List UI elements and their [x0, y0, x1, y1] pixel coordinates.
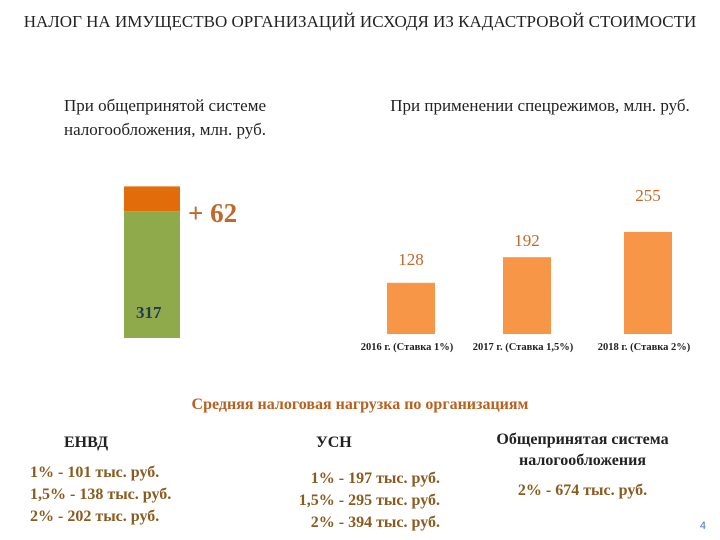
data-label-255: 255 [635, 186, 661, 205]
page-number: 4 [699, 520, 706, 532]
right-chart-subtitle: При применении спецрежимов, млн. руб. [390, 96, 690, 115]
data-label-plus-62: + 62 [188, 198, 237, 228]
category-label: 2018 г. (Ставка 2%) [598, 342, 691, 353]
data-label-317: 317 [136, 303, 162, 322]
data-label-192: 192 [514, 231, 540, 250]
col-general-heading: Общепринятая система налогообложения [496, 431, 669, 469]
envd-line: 1% - 101 тыс. руб. [30, 464, 160, 481]
bar-base-317 [124, 211, 180, 338]
bar-increment-62 [124, 186, 180, 212]
general-line: 2% - 674 тыс. руб. [517, 482, 648, 499]
category-label: 2016 г. (Ставка 1%) [361, 342, 454, 353]
envd-line: 2% - 202 тыс. руб. [30, 508, 160, 525]
right-bar-chart: 128 2016 г. (Ставка 1%) 192 2017 г. (Ставка… [361, 186, 691, 353]
col-usn-lines: 1% - 197 тыс. руб. 1,5% - 295 тыс. руб. … [270, 468, 440, 534]
left-stacked-chart: 317 + 62 [124, 186, 237, 338]
left-chart-subtitle: При общепринятой системе налогообложения… [63, 96, 267, 139]
section-title: Средняя налоговая нагрузка по организаци… [191, 396, 529, 413]
col-general-lines: 2% - 674 тыс. руб. [470, 480, 695, 502]
col-usn-heading: УСН [316, 434, 352, 451]
usn-line: 1,5% - 295 тыс. руб. [298, 492, 440, 509]
bar-128 [387, 282, 435, 334]
bar-192 [503, 257, 551, 334]
category-label: 2017 г. (Ставка 1,5%) [473, 342, 574, 353]
col-envd-heading: ЕНВД [64, 434, 109, 451]
charts-canvas: 317 + 62 128 2016 г. (Ставка 1%) 192 2017 г… [124, 186, 691, 353]
usn-line: 1% - 197 тыс. руб. [310, 470, 440, 487]
slide-title: НАЛОГ НА ИМУЩЕСТВО ОРГАНИЗАЦИЙ ИСХОДЯ ИЗ… [23, 12, 697, 31]
data-label-128: 128 [398, 250, 424, 269]
col-envd-lines: 1% - 101 тыс. руб. 1,5% - 138 тыс. руб. … [30, 462, 230, 528]
usn-line: 2% - 394 тыс. руб. [310, 514, 440, 531]
envd-line: 1,5% - 138 тыс. руб. [30, 486, 172, 503]
bar-255 [624, 232, 672, 334]
